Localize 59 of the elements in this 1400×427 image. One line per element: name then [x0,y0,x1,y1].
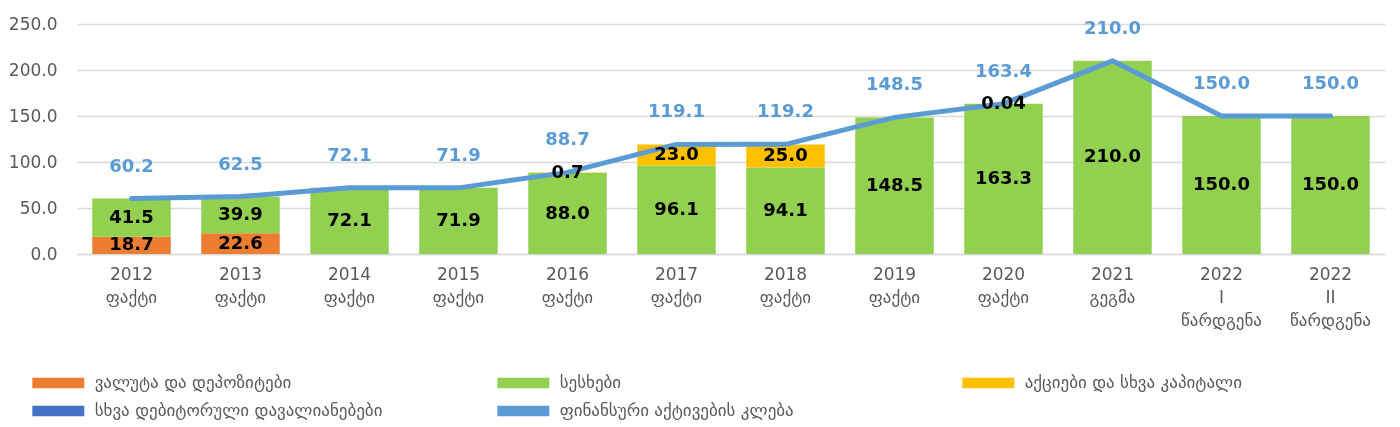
x-tick-label: 2022 II წარდგენა [1290,263,1371,330]
data-label: 23.0 [654,143,699,165]
legend-label: აქციები და სხვა კაპიტალი [1024,372,1242,392]
data-label: 22.6 [218,231,263,253]
data-label: 94.1 [763,198,808,220]
data-label: 71.9 [436,208,481,230]
bar [1291,116,1370,254]
legend-label: სესხები [559,372,622,392]
x-tick-label: 2022 I წარდგენა [1181,263,1262,330]
data-label: 210.0 [1084,145,1141,167]
data-label: 210.0 [1084,16,1141,38]
data-label: 163.3 [975,166,1032,188]
bar [1073,60,1152,254]
data-label: 88.0 [545,201,590,223]
data-label: 71.9 [436,143,481,165]
y-tick-label: 0.0 [30,243,58,264]
legend-label: ვალუტა და დეპოზიტები [94,372,292,392]
x-tick-label: 2014 ფაქტი [323,263,376,307]
y-tick-label: 250.0 [8,13,58,34]
y-tick-label: 100.0 [8,151,58,172]
legend-label: სხვა დებიტორული დავალიანებები [94,400,383,420]
x-tick-label: 2013 ფაქტი [214,263,267,307]
data-label: 119.1 [648,100,705,122]
data-label: 150.0 [1302,173,1359,194]
data-label: 18.7 [109,233,154,255]
bar [746,167,825,254]
data-label: 39.9 [218,202,263,224]
data-label: 150.0 [1302,72,1359,93]
data-label: 148.5 [866,173,923,195]
bar [419,187,498,254]
x-tick-label: 2012 ფაქტი [105,263,158,307]
x-tick-label: 2016 ფაქტი [541,263,594,307]
data-label: 25.0 [763,143,808,165]
y-tick-label: 150.0 [8,105,58,126]
bar [310,187,389,254]
x-tick-label: 2020 ფაქტი [977,263,1030,307]
bar [855,117,934,254]
data-label: 148.5 [866,73,923,95]
x-tick-label: 2018 ფაქტი [759,263,812,307]
data-label: 150.0 [1193,173,1250,194]
data-label: 41.5 [109,205,154,227]
data-label: 163.4 [975,59,1032,81]
bar [637,165,716,254]
data-label: 119.2 [757,100,814,122]
legend-label: ფინანსური აქტივების კლება [559,400,794,420]
data-label: 72.1 [327,143,372,165]
x-tick-label: 2021 გეგმა [1089,263,1136,307]
data-label: 72.1 [327,208,372,230]
x-tick-label: 2017 ფაქტი [650,263,703,307]
data-label: 150.0 [1193,72,1250,93]
data-label: 62.5 [218,152,263,174]
data-label: 96.1 [654,197,699,219]
y-tick-label: 200.0 [8,59,58,80]
y-tick-label: 50.0 [19,197,58,218]
bar [1182,116,1261,254]
x-tick-label: 2015 ფაქტი [432,263,485,307]
data-label: 88.7 [545,128,590,150]
data-label: 60.2 [109,154,154,176]
x-tick-label: 2019 ფაქტი [868,263,921,307]
